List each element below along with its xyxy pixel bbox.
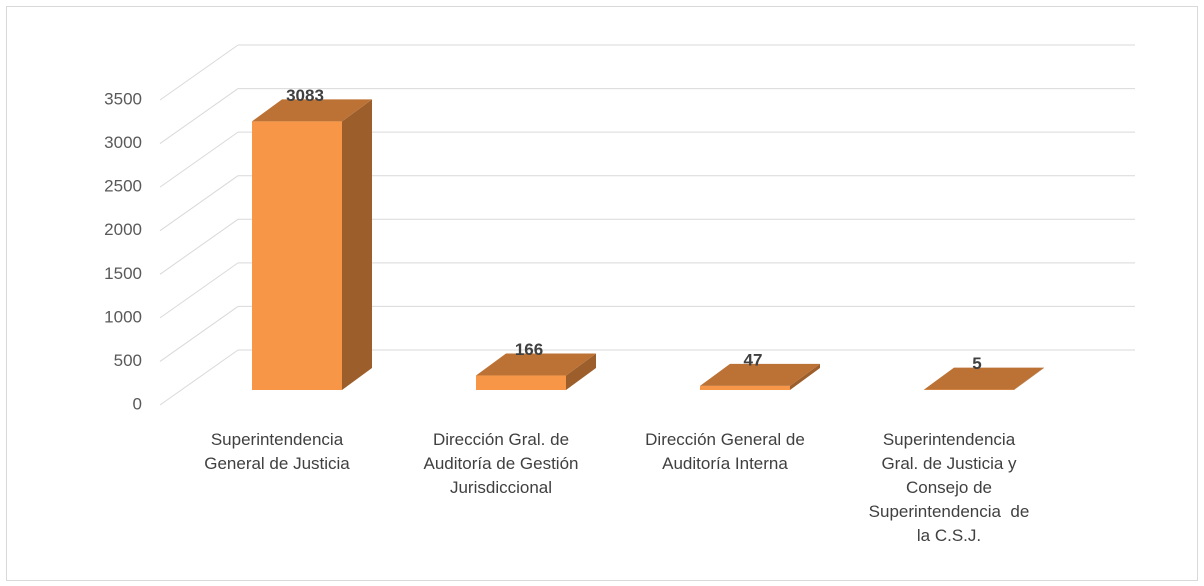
bar-top (476, 353, 596, 376)
grid-line (159, 218, 239, 275)
value-label: 5 (972, 354, 981, 373)
bar (252, 121, 342, 391)
chart-border (6, 6, 1198, 581)
bar-top (924, 367, 1044, 390)
y-tick-label: 2000 (104, 220, 142, 239)
value-label: 166 (515, 340, 543, 359)
bar-top (252, 99, 372, 122)
x-tick-label: Dirección Gral. de Auditoría de Gestión … (423, 430, 579, 497)
bar-side (566, 353, 596, 390)
bar-side (1014, 367, 1044, 390)
grid-line (159, 262, 239, 319)
bar-top (700, 363, 820, 386)
grid-line (159, 131, 239, 188)
x-tick-label: Superintendencia Gral. de Justicia y Con… (868, 430, 1030, 545)
grid-line (159, 88, 239, 144)
grid-line (159, 306, 239, 362)
x-tick-label: Superintendencia General de Justicia (204, 430, 350, 473)
x-tick-label: Dirección General de Auditoría Interna (645, 430, 805, 473)
y-tick-label: 1500 (104, 264, 142, 283)
grid-line (159, 349, 239, 406)
y-tick-label: 2500 (104, 177, 142, 196)
grid-line (159, 44, 239, 101)
bar-side (790, 363, 820, 390)
value-label: 47 (744, 350, 763, 369)
y-tick-label: 0 (133, 394, 142, 413)
bar (700, 385, 790, 390)
y-tick-label: 1000 (104, 307, 142, 326)
bar (476, 375, 566, 390)
bar-side (342, 99, 372, 391)
y-tick-label: 3500 (104, 89, 142, 108)
y-tick-label: 3000 (104, 133, 142, 152)
value-label: 3083 (286, 86, 324, 105)
y-tick-label: 500 (114, 351, 142, 370)
grid-line (159, 175, 239, 232)
